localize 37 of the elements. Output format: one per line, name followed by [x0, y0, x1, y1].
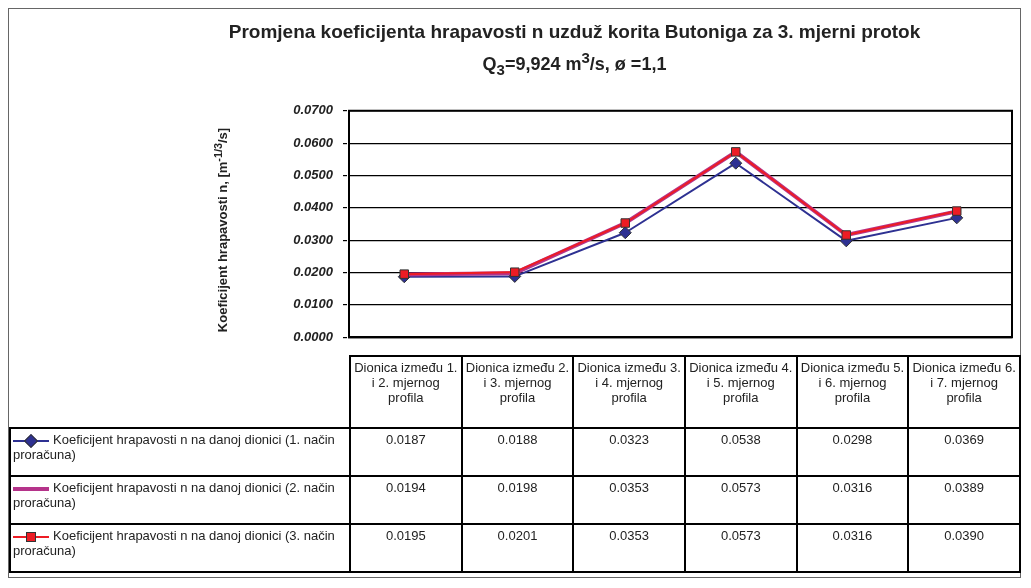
data-label: 0.0298 [796, 428, 909, 476]
x-tick-label: Dionica između 4. i 5. mjernog profila [684, 356, 797, 428]
y-tick-label: 0.0600 [293, 134, 334, 150]
y-tick-label: 0.0100 [293, 296, 334, 312]
chart-title: Promjena koeficijenta hrapavosti n uzduž korita Butoniga za 3. mjerni protok [227, 21, 922, 43]
data-label: 0.0187 [350, 428, 462, 476]
data-label: 0.0316 [796, 524, 909, 572]
y-tick-label: 0.0200 [293, 264, 334, 280]
data-label: 0.0195 [350, 524, 462, 572]
data-label: 0.0316 [796, 476, 909, 524]
x-tick-label: Dionica između 3. i 4. mjernog profila [573, 356, 685, 428]
chart-subtitle: Q$_{3}$=9,924 m$^{3}$/s, ø =1,1 [481, 49, 668, 78]
data-label: 0.0538 [684, 428, 797, 476]
y-tick-label: 0.0500 [293, 167, 334, 183]
data-label: 0.0353 [573, 476, 685, 524]
y-tick-label: 0.0400 [293, 199, 334, 215]
legend-label: Koeficijent hrapavosti n na danoj dionici (2. način proračuna) [13, 480, 335, 510]
y-tick-label: 0.0300 [293, 231, 334, 247]
data-label: 0.0390 [908, 524, 1020, 572]
legend-label: Koeficijent hrapavosti n na danoj dionici (1. način proračuna) [13, 432, 335, 462]
data-label: 0.0323 [573, 428, 685, 476]
data-label: 0.0389 [908, 476, 1020, 524]
data-label: 0.0188 [461, 428, 574, 476]
x-tick-label: Dionica između 2. i 3. mjernog profila [461, 356, 574, 428]
y-tick-label: 0.0700 [293, 102, 334, 118]
data-label: 0.0194 [350, 476, 462, 524]
data-label: 0.0353 [573, 524, 685, 572]
y-tick-label: 0.0000 [293, 328, 334, 344]
legend-label: Koeficijent hrapavosti n na danoj dionici (3. način proračuna) [13, 528, 335, 558]
x-tick-label: Dionica između 6. i 7. mjernog profila [908, 356, 1020, 428]
x-tick-label: Dionica između 1. i 2. mjernog profila [350, 356, 462, 428]
data-label: 0.0369 [908, 428, 1020, 476]
data-label: 0.0573 [684, 476, 797, 524]
data-label: 0.0573 [684, 524, 797, 572]
data-label: 0.0201 [461, 524, 574, 572]
data-label: 0.0198 [461, 476, 574, 524]
x-tick-label: Dionica između 5. i 6. mjernog profila [796, 356, 909, 428]
